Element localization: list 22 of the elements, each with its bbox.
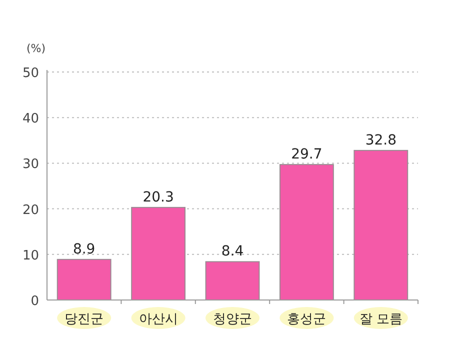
y-tick-label: 0 <box>30 294 39 309</box>
bar <box>56 258 112 300</box>
data-label: 8.4 <box>221 244 244 260</box>
x-tick-label: 당진군 <box>64 312 104 327</box>
bar <box>354 150 408 300</box>
x-tick-label: 청양군 <box>213 312 252 327</box>
y-axis-title: (%) <box>26 42 46 55</box>
bar <box>131 206 186 300</box>
x-tick-label: 잘 모름 <box>359 312 402 327</box>
y-tick-label: 10 <box>22 248 39 264</box>
y-tick-label: 50 <box>22 66 39 81</box>
x-tick-label: 홍성군 <box>287 312 326 327</box>
data-label: 20.3 <box>142 189 174 206</box>
y-tick-label: 20 <box>22 202 39 218</box>
x-tick-label: 아산시 <box>138 312 178 327</box>
y-tick-label: 30 <box>22 157 39 172</box>
bar <box>279 164 334 300</box>
y-tick-label: 40 <box>22 112 39 127</box>
data-label: 8.9 <box>72 241 96 258</box>
data-label: 32.8 <box>365 132 396 148</box>
data-label: 29.7 <box>291 146 322 163</box>
bar <box>205 261 260 300</box>
